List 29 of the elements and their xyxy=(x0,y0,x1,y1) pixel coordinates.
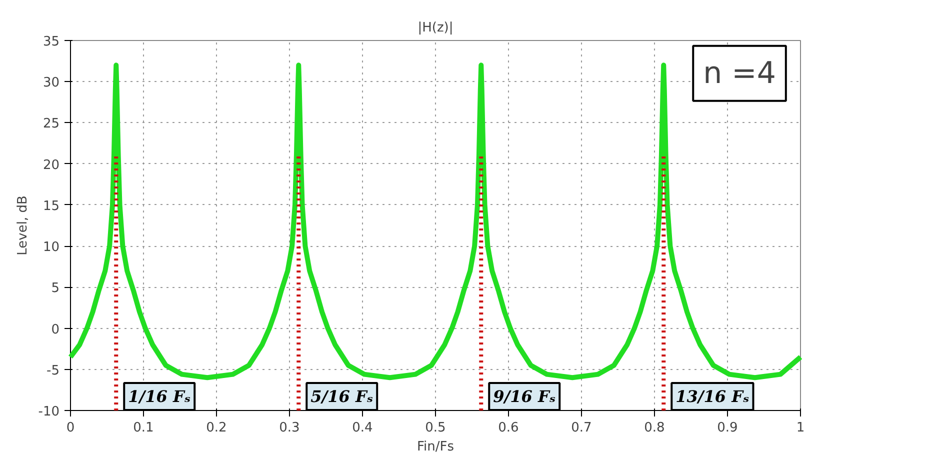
x-tick-label: 0.6 xyxy=(498,420,519,436)
y-tick-label: 20 xyxy=(42,158,60,173)
x-tick-label: 0 xyxy=(66,420,75,436)
x-tick-label: 0.1 xyxy=(133,420,154,436)
y-tick-label: 10 xyxy=(42,240,60,256)
x-axis-title: Fin/Fs xyxy=(416,440,454,454)
y-tick-label: 15 xyxy=(42,198,60,214)
x-tick-label: 0.8 xyxy=(644,420,665,436)
x-tick-label: 0.4 xyxy=(352,420,373,436)
y-tick-label: 0 xyxy=(51,322,60,338)
annotation: 5/16 Fₛ xyxy=(310,387,374,406)
x-tick-label: 1 xyxy=(796,420,805,436)
annotation: 13/16 Fₛ xyxy=(676,387,750,406)
x-tick-label: 0.3 xyxy=(279,420,300,436)
y-tick-label: 35 xyxy=(42,34,60,50)
y-axis-title: Level, dB xyxy=(15,196,30,256)
x-tick-label: 0.5 xyxy=(425,420,446,436)
y-tick-label: 5 xyxy=(51,281,60,296)
y-tick-label: -10 xyxy=(38,404,60,420)
x-tick-label: 0.2 xyxy=(206,420,227,436)
x-tick-label: 0.7 xyxy=(571,420,592,436)
annotation: 9/16 Fₛ xyxy=(493,387,556,406)
annotation: n =4 xyxy=(703,56,776,91)
y-tick-label: -5 xyxy=(46,363,60,378)
x-tick-label: 0.9 xyxy=(717,420,738,436)
chart-title: |H(z)| xyxy=(418,20,454,36)
y-tick-label: 25 xyxy=(42,116,60,132)
y-tick-label: 30 xyxy=(42,76,60,91)
annotation: 1/16 Fₛ xyxy=(128,387,191,406)
